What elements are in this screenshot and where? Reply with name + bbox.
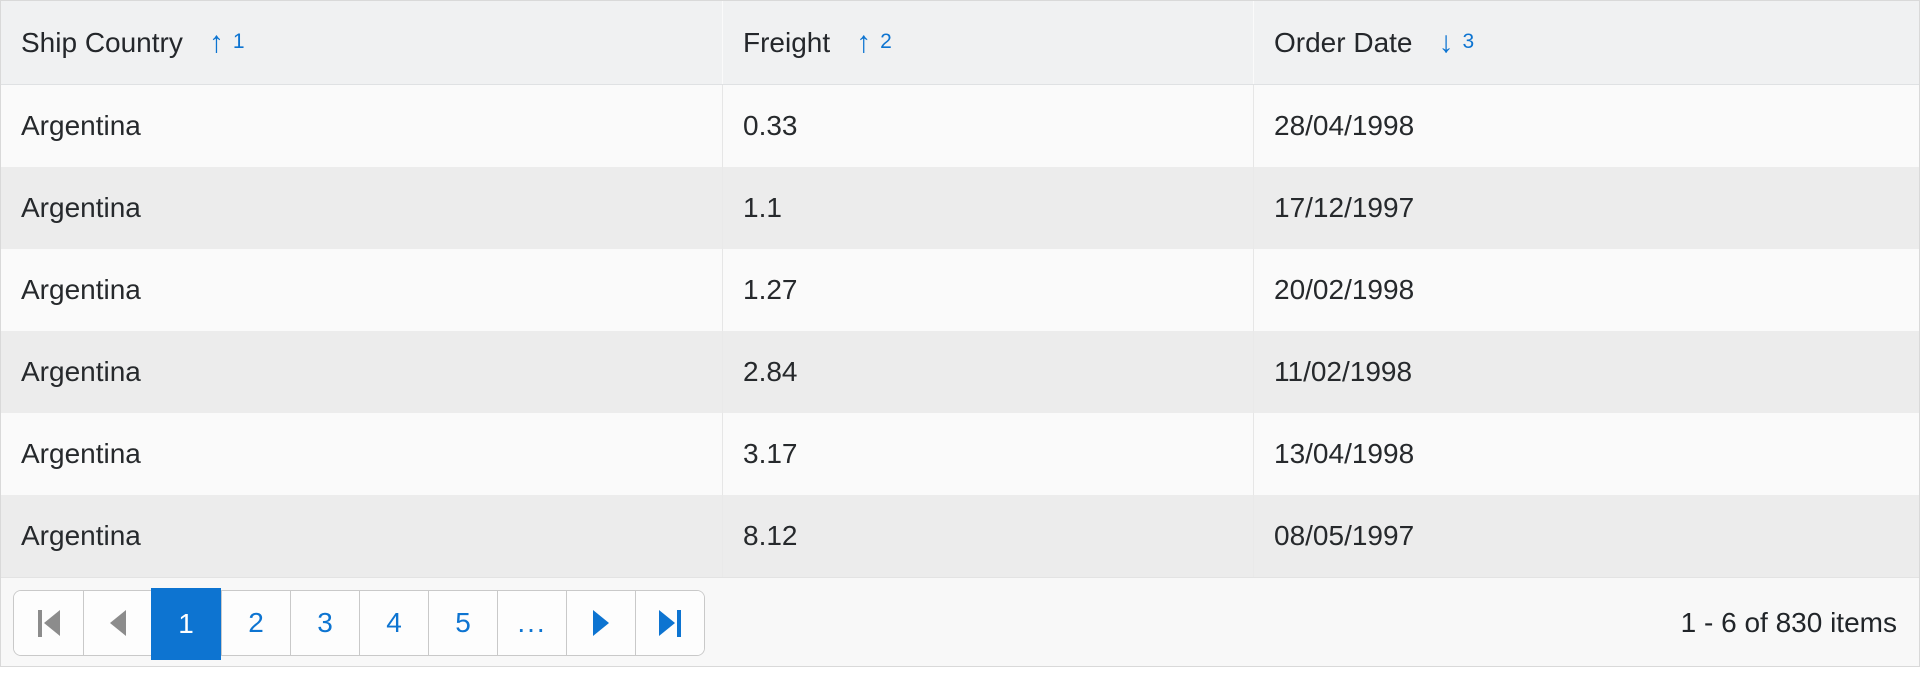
first-page-button[interactable] bbox=[14, 591, 83, 655]
cell-order-date: 08/05/1997 bbox=[1253, 495, 1919, 577]
next-page-button[interactable] bbox=[566, 591, 635, 655]
cell-order-date: 13/04/1998 bbox=[1253, 413, 1919, 495]
cell-freight: 8.12 bbox=[722, 495, 1253, 577]
page-button-4[interactable]: 4 bbox=[359, 591, 428, 655]
cell-freight: 1.27 bbox=[722, 249, 1253, 331]
column-title: Freight bbox=[743, 26, 831, 58]
table-row[interactable]: Argentina 1.1 17/12/1997 bbox=[1, 167, 1919, 249]
sort-order-badge: 3 bbox=[1462, 29, 1475, 53]
cell-order-date: 28/04/1998 bbox=[1253, 85, 1919, 167]
cell-freight: 0.33 bbox=[722, 85, 1253, 167]
table-row[interactable]: Argentina 2.84 11/02/1998 bbox=[1, 331, 1919, 413]
column-header-freight[interactable]: Freight ↑ 2 bbox=[722, 1, 1253, 84]
cell-order-date: 20/02/1998 bbox=[1253, 249, 1919, 331]
cell-ship-country: Argentina bbox=[21, 192, 141, 223]
cell-order-date: 11/02/1998 bbox=[1253, 331, 1919, 413]
sort-asc-icon: ↑ bbox=[208, 25, 224, 59]
grid-header-row: Ship Country ↑ 1 Freight ↑ 2 Order Date … bbox=[1, 1, 1919, 85]
table-row[interactable]: Argentina 0.33 28/04/1998 bbox=[1, 85, 1919, 167]
sort-asc-icon: ↑ bbox=[856, 25, 872, 59]
grid-pager-bar: 1 2 3 4 5 ... 1 - 6 of 830 items bbox=[1, 577, 1919, 666]
cell-ship-country: Argentina bbox=[21, 110, 141, 141]
last-page-icon bbox=[659, 609, 681, 637]
page-button-2[interactable]: 2 bbox=[221, 591, 290, 655]
column-header-ship-country[interactable]: Ship Country ↑ 1 bbox=[1, 1, 722, 84]
cell-ship-country: Argentina bbox=[21, 438, 141, 469]
table-row[interactable]: Argentina 8.12 08/05/1997 bbox=[1, 495, 1919, 577]
last-page-button[interactable] bbox=[635, 591, 704, 655]
cell-freight: 2.84 bbox=[722, 331, 1253, 413]
table-row[interactable]: Argentina 3.17 13/04/1998 bbox=[1, 413, 1919, 495]
cell-ship-country: Argentina bbox=[21, 274, 141, 305]
more-pages-button[interactable]: ... bbox=[497, 591, 566, 655]
sort-desc-icon: ↓ bbox=[1438, 25, 1454, 59]
page-button-5[interactable]: 5 bbox=[428, 591, 497, 655]
cell-freight: 3.17 bbox=[722, 413, 1253, 495]
column-title: Order Date bbox=[1274, 26, 1413, 58]
pager-info: 1 - 6 of 830 items bbox=[1680, 606, 1897, 638]
column-title: Ship Country bbox=[21, 26, 183, 58]
first-page-icon bbox=[37, 609, 60, 637]
column-header-order-date[interactable]: Order Date ↓ 3 bbox=[1253, 1, 1919, 84]
cell-ship-country: Argentina bbox=[21, 520, 141, 551]
sort-order-badge: 2 bbox=[880, 29, 892, 53]
cell-order-date: 17/12/1997 bbox=[1253, 167, 1919, 249]
cell-ship-country: Argentina bbox=[21, 356, 141, 387]
previous-page-icon bbox=[110, 610, 126, 636]
table-row[interactable]: Argentina 1.27 20/02/1998 bbox=[1, 249, 1919, 331]
cell-freight: 1.1 bbox=[722, 167, 1253, 249]
sort-order-badge: 1 bbox=[232, 29, 245, 53]
previous-page-button[interactable] bbox=[83, 591, 152, 655]
pager: 1 2 3 4 5 ... bbox=[13, 588, 705, 660]
next-page-icon bbox=[593, 610, 609, 636]
page-button-1[interactable]: 1 bbox=[151, 588, 221, 660]
page-button-3[interactable]: 3 bbox=[290, 591, 359, 655]
